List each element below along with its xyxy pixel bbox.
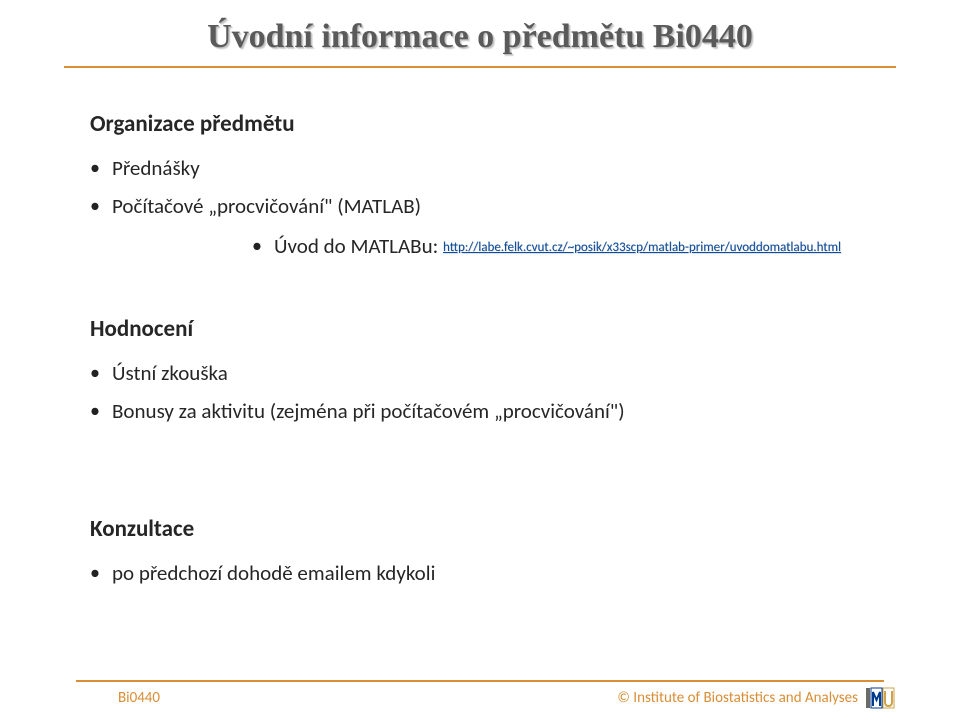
org-list: Přednášky Počítačové „procvičování" (MAT… [90, 152, 841, 263]
grading-list: Ústní zkouška Bonusy za aktivitu (zejmén… [90, 357, 625, 428]
section-grading: Hodnocení Ústní zkouška Bonusy za aktivi… [90, 315, 625, 450]
list-item: Přednášky [90, 152, 841, 186]
section-organization: Organizace předmětu Přednášky Počítačové… [90, 110, 841, 285]
footer-copyright: © Institute of Biostatistics and Analyse… [617, 689, 858, 707]
footer-course-code: Bi0440 [118, 689, 160, 707]
item-label: Bonusy za aktivitu (zejména při počítačo… [112, 398, 625, 424]
item-label: Počítačové „procvičování" (MATLAB) [112, 193, 421, 219]
consult-list: po předchozí dohodě emailem kdykoli [90, 557, 435, 591]
section-heading: Organizace předmětu [90, 110, 841, 138]
list-item: po předchozí dohodě emailem kdykoli [90, 557, 435, 591]
list-item: Bonusy za aktivitu (zejména při počítačo… [90, 395, 625, 429]
sub-item-prefix: Úvod do MATLABu: [274, 233, 443, 259]
page-title: Úvodní informace o předmětu Bi0440 [0, 18, 960, 56]
section-consult: Konzultace po předchozí dohodě emailem k… [90, 515, 435, 613]
item-label: po předchozí dohodě emailem kdykoli [112, 560, 435, 586]
item-label: Ústní zkouška [112, 360, 228, 386]
section-heading: Konzultace [90, 515, 435, 543]
item-label: Přednášky [112, 155, 200, 181]
section-heading: Hodnocení [90, 315, 625, 343]
org-sublist: Úvod do MATLABu: http://labe.felk.cvut.c… [252, 231, 841, 263]
slide: Úvodní informace o předmětu Bi0440 Organ… [0, 0, 960, 716]
institute-logo-icon [866, 686, 896, 710]
list-item: Ústní zkouška [90, 357, 625, 391]
matlab-primer-link[interactable]: http://labe.felk.cvut.cz/~posik/x33scp/m… [443, 240, 841, 255]
title-divider [64, 66, 896, 68]
footer-divider [76, 680, 884, 682]
footer-band: Bi0440 © Institute of Biostatistics and … [0, 680, 960, 716]
list-item: Úvod do MATLABu: http://labe.felk.cvut.c… [252, 231, 841, 263]
list-item: Počítačové „procvičování" (MATLAB) Úvod … [90, 190, 841, 263]
footer: Bi0440 © Institute of Biostatistics and … [0, 686, 896, 710]
